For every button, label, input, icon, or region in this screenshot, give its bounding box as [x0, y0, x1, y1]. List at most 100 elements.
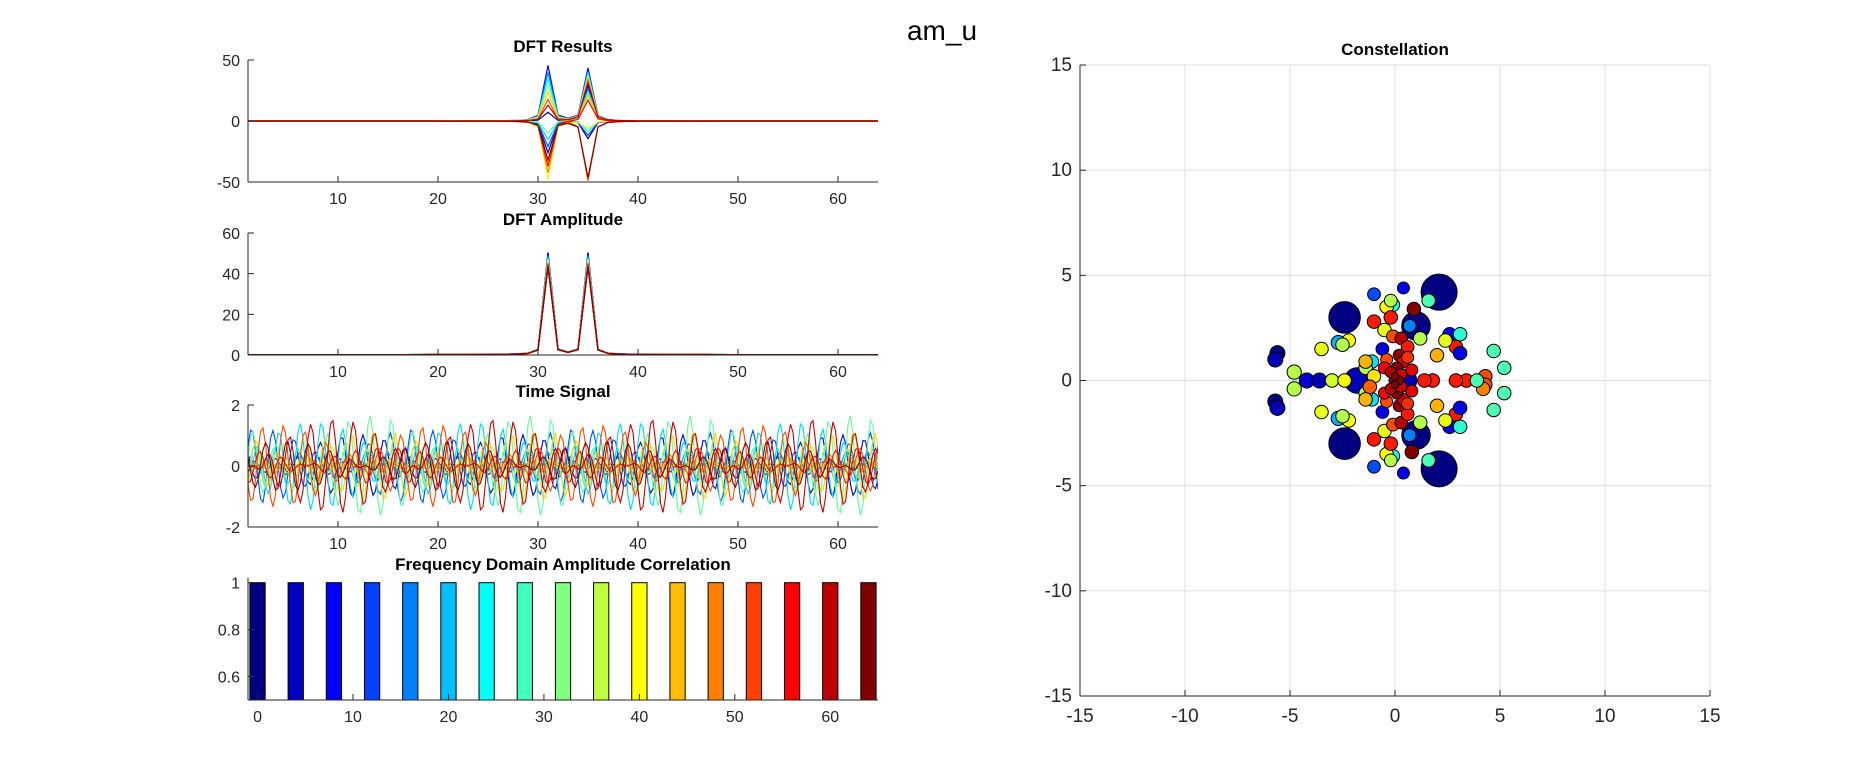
- scatter-point: [1396, 281, 1410, 295]
- scatter-point: [1401, 350, 1415, 364]
- x-tick-label: 10: [329, 364, 347, 381]
- x-tick-label: 50: [729, 364, 747, 381]
- x-tick-label: 40: [629, 364, 647, 381]
- series-line: [248, 436, 878, 495]
- series-line: [248, 257, 878, 356]
- scatter-point: [1412, 415, 1428, 430]
- scatter-point: [1496, 360, 1512, 376]
- scatter-point: [1486, 343, 1501, 359]
- scatter-point: [1311, 372, 1328, 389]
- bar: [860, 582, 877, 701]
- x-tick-label: 20: [429, 364, 447, 381]
- y-tick-label: -10: [1045, 581, 1072, 602]
- scatter-point: [1421, 453, 1436, 468]
- y-tick-label: 15: [1051, 55, 1072, 76]
- scatter-point: [1452, 345, 1468, 361]
- axes-constellation: -15 -10 -5 0 5 10 15 -15 -10 -5 0 5 10 15 Constellatio…: [1045, 40, 1721, 727]
- y-tick-label: 40: [222, 267, 240, 284]
- scatter-point: [1286, 381, 1302, 397]
- y-tick-label: 0.6: [218, 670, 240, 687]
- series-line: [248, 266, 878, 356]
- scatter-point: [1314, 404, 1329, 420]
- scatter-point: [1335, 409, 1350, 424]
- x-tick-label: 30: [529, 364, 547, 381]
- x-tick-label: 40: [629, 191, 647, 208]
- series-line: [248, 65, 878, 122]
- axes-dft-amplitude: 10 20 30 40 50 60 0 20 40 60 DFT Amplitude: [222, 210, 878, 381]
- bar: [707, 582, 724, 701]
- y-tick-label: 0: [1061, 371, 1072, 392]
- bar: [554, 582, 572, 701]
- bar: [822, 582, 839, 701]
- series-line: [248, 255, 878, 356]
- y-tick-label: 50: [222, 53, 240, 70]
- series-line: [248, 423, 878, 507]
- scatter-point: [1452, 419, 1468, 435]
- scatter-point: [1383, 310, 1399, 325]
- bar: [478, 582, 495, 701]
- scatter-point: [1390, 372, 1400, 381]
- scatter-point: [1417, 373, 1432, 388]
- x-tick-label: 10: [1594, 706, 1615, 727]
- bar: [745, 582, 763, 701]
- series-line: [248, 430, 878, 501]
- scatter-point: [1324, 373, 1340, 388]
- bar: [440, 582, 457, 701]
- chart-title: Frequency Domain Amplitude Correlation: [395, 555, 731, 574]
- series-line: [248, 253, 878, 356]
- series-line: [248, 72, 878, 122]
- x-tick-label: 60: [829, 191, 847, 208]
- scatter-point: [1452, 326, 1468, 342]
- scatter-point: [1358, 392, 1373, 407]
- x-tick-label: 10: [329, 536, 347, 553]
- series-line: [248, 256, 878, 356]
- series-line: [248, 259, 878, 356]
- scatter-point: [1366, 432, 1382, 447]
- y-tick-label: 10: [1051, 160, 1072, 181]
- plot-area-dft-amplitude: [248, 252, 878, 356]
- y-tick-label: 60: [222, 226, 240, 243]
- x-tick-label: 15: [1699, 706, 1720, 727]
- y-tick-label: 0: [231, 459, 240, 476]
- scatter-point: [1335, 337, 1350, 352]
- scatter-point: [1412, 331, 1428, 346]
- y-tick-label: -15: [1045, 686, 1072, 707]
- chart-title: Time Signal: [515, 382, 610, 401]
- bar: [325, 582, 343, 701]
- plot-area-dft-results: [248, 65, 878, 181]
- scatter-point: [1383, 453, 1398, 468]
- scatter-point: [1404, 444, 1420, 460]
- scatter-point: [1383, 436, 1399, 451]
- series-line: [248, 252, 878, 356]
- scatter-point: [1429, 348, 1445, 363]
- axes-dft-results: 10 20 30 40 50 60 -50 0 50 DFT Results: [217, 37, 878, 208]
- x-tick-label: 5: [1495, 706, 1506, 727]
- scatter-point: [1406, 301, 1422, 317]
- scatter-point: [1429, 398, 1445, 413]
- x-tick-label: 30: [529, 191, 547, 208]
- chart-title: DFT Results: [513, 37, 612, 56]
- x-tick-label: -15: [1066, 706, 1093, 727]
- bar: [363, 582, 381, 701]
- scatter-point: [1486, 402, 1501, 418]
- series-line: [248, 263, 878, 356]
- series-line: [248, 91, 878, 134]
- series-line: [248, 120, 878, 178]
- scatter-point: [1401, 397, 1415, 411]
- series-line: [248, 71, 878, 141]
- y-tick-label: 20: [222, 307, 240, 324]
- x-tick-label: 30: [535, 709, 553, 726]
- scatter-point: [1267, 351, 1284, 368]
- y-tick-label: 1: [231, 576, 240, 593]
- scatter-point: [1438, 413, 1453, 428]
- scatter-point: [1396, 466, 1410, 480]
- scatter-point: [1367, 459, 1381, 474]
- chart-title: DFT Amplitude: [503, 210, 623, 229]
- scatter-point: [1469, 373, 1485, 388]
- bar: [402, 582, 419, 701]
- plot-area-constellation: [1080, 64, 1710, 488]
- scatter-point: [1438, 333, 1453, 348]
- x-tick-label: 20: [429, 191, 447, 208]
- bar: [783, 582, 801, 701]
